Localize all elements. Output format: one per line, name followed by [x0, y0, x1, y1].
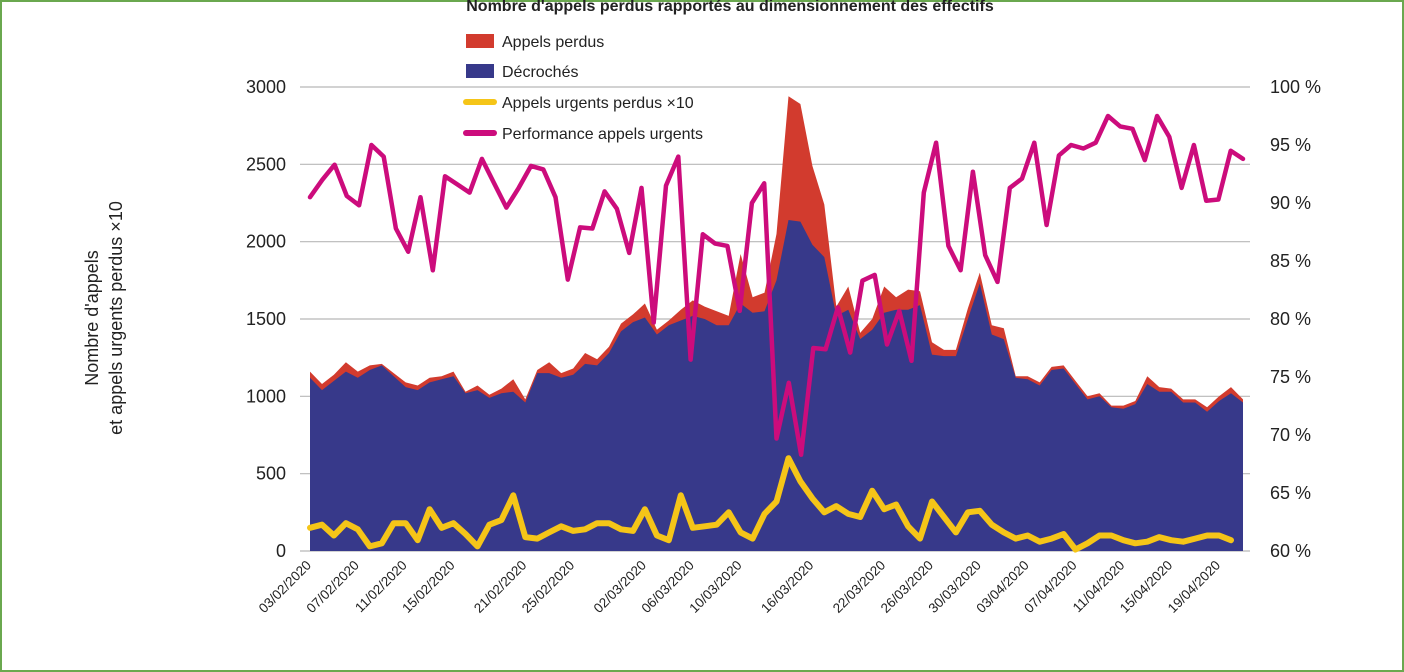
legend: Appels perdus Décrochés Appels urgents per… — [463, 34, 703, 143]
x-tick-label: 10/03/2020 — [686, 558, 744, 616]
left-tick-label: 500 — [256, 464, 286, 484]
legend-label: Appels perdus — [502, 34, 604, 51]
chart-title: Nombre d'appels perdus rapportés au dime… — [466, 0, 994, 15]
legend-label: Performance appels urgents — [502, 126, 703, 143]
right-tick-label: 70 % — [1270, 425, 1311, 445]
right-tick-label: 65 % — [1270, 483, 1311, 503]
left-tick-label: 0 — [276, 541, 286, 561]
decroches-area — [310, 220, 1243, 551]
legend-label: Appels urgents perdus ×10 — [502, 95, 694, 112]
left-tick-label: 2500 — [246, 154, 286, 174]
x-tick-label: 07/04/2020 — [1021, 558, 1079, 616]
appels-urgents-perdus-line — [307, 455, 1234, 553]
right-tick-label: 75 % — [1270, 367, 1311, 387]
left-tick-label: 1000 — [246, 386, 286, 406]
legend-swatch — [466, 34, 494, 48]
x-tick-label: 25/02/2020 — [519, 558, 577, 616]
legend-item: Appels perdus — [466, 34, 604, 51]
right-axis-ticks: 60 % 65 % 70 % 75 % 80 % 85 % 90 % 95 % 100 % — [1270, 77, 1321, 561]
legend-swatch — [466, 64, 494, 78]
right-tick-label: 80 % — [1270, 309, 1311, 329]
legend-item: Performance appels urgents — [463, 126, 703, 143]
right-tick-label: 95 % — [1270, 135, 1311, 155]
x-tick-label: 19/04/2020 — [1165, 558, 1223, 616]
legend-item: Appels urgents perdus ×10 — [463, 95, 694, 112]
right-tick-label: 85 % — [1270, 251, 1311, 271]
right-tick-label: 100 % — [1270, 77, 1321, 97]
left-tick-label: 1500 — [246, 309, 286, 329]
y-axis-label-line-2: et appels urgents perdus ×10 — [106, 201, 126, 435]
y-axis-label: Nombre d'appels et appels urgents perdus… — [82, 201, 126, 435]
y-axis-label-line-1: Nombre d'appels — [82, 250, 102, 386]
x-tick-label: 16/03/2020 — [758, 558, 816, 616]
legend-item: Décrochés — [466, 64, 578, 81]
x-tick-label: 15/02/2020 — [399, 558, 457, 616]
left-axis-ticks: 0 500 1000 1500 2000 2500 3000 — [246, 77, 286, 561]
performance-appels-urgents-line — [307, 113, 1246, 457]
right-tick-label: 90 % — [1270, 193, 1311, 213]
x-axis-ticks: 03/02/202007/02/202011/02/202015/02/2020… — [256, 558, 1223, 616]
left-tick-label: 2000 — [246, 232, 286, 252]
left-tick-label: 3000 — [246, 77, 286, 97]
right-tick-label: 60 % — [1270, 541, 1311, 561]
legend-label: Décrochés — [502, 64, 578, 81]
x-tick-label: 07/02/2020 — [304, 558, 362, 616]
